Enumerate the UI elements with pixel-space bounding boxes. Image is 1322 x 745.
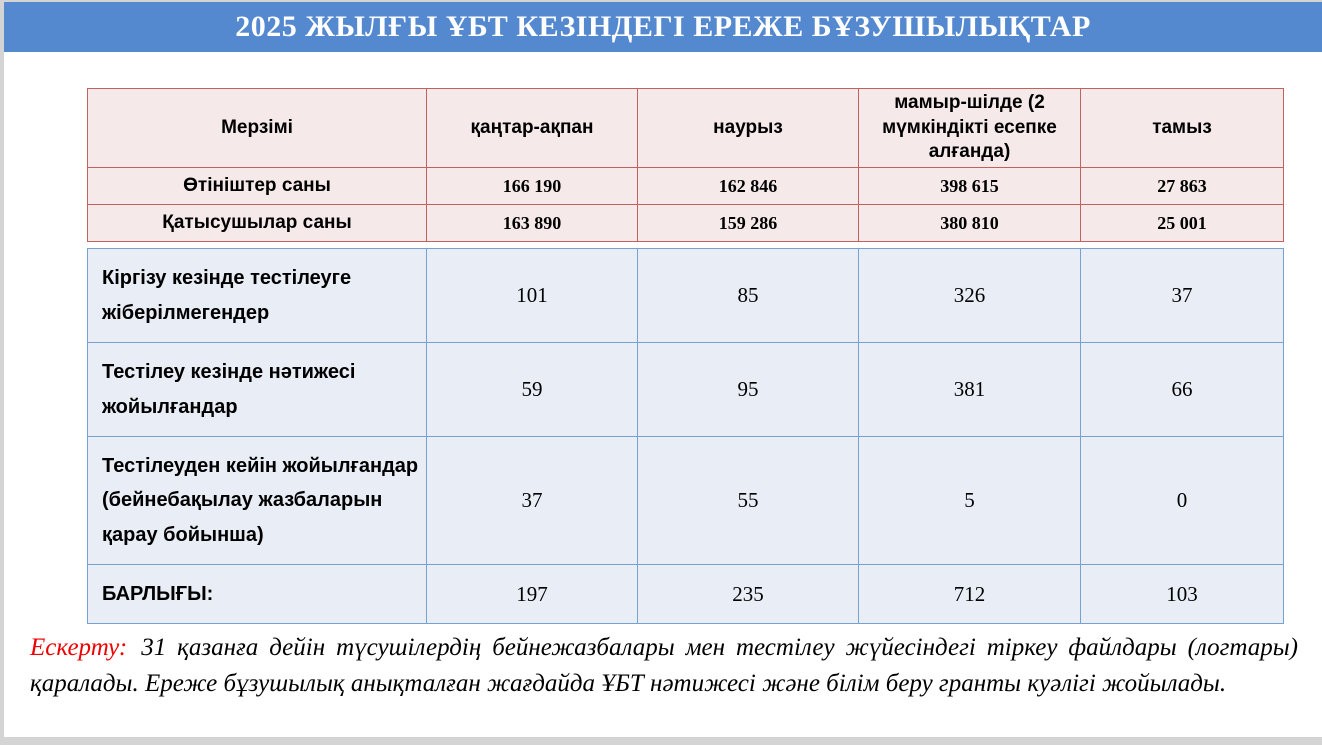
row-label: Тестілеу кезінде нәтижесі жойылғандар [87,342,427,437]
table-row-participants: Қатысушылар саны 163 890 159 286 380 810… [87,204,1284,243]
footnote: Ескерту: 31 қазанға дейін түсушілердің бе… [30,630,1298,701]
footnote-text: 31 қазанға дейін түсушілердің бейнежазба… [30,634,1298,697]
page-title: 2025 ЖЫЛҒЫ ҰБТ КЕЗІНДЕГІ ЕРЕЖЕ БҰЗУШЫЛЫҚ… [235,10,1091,43]
header-cell-jan-feb: қаңтар-ақпан [426,87,638,169]
slide-canvas: 2025 ЖЫЛҒЫ ҰБТ КЕЗІНДЕГІ ЕРЕЖЕ БҰЗУШЫЛЫҚ… [4,2,1322,737]
header-cell-march: наурыз [637,87,859,169]
value-cell: 166 190 [426,167,638,206]
value-cell: 101 [426,248,638,343]
row-label-total: БАРЛЫҒЫ: [87,564,427,624]
table-row-not-admitted: Кіргізу кезінде тестілеуге жіберілмегенд… [87,248,1284,343]
title-bar: 2025 ЖЫЛҒЫ ҰБТ КЕЗІНДЕГІ ЕРЕЖЕ БҰЗУШЫЛЫҚ… [4,2,1322,52]
value-cell: 55 [637,436,859,565]
header-cell-period: Мерзімі [87,87,427,169]
value-cell: 162 846 [637,167,859,206]
row-label: Кіргізу кезінде тестілеуге жіберілмегенд… [87,248,427,343]
header-cell-may-july: мамыр-шілде (2 мүмкіндікті есепке алғанд… [858,87,1081,169]
value-cell: 326 [858,248,1081,343]
row-label: Қатысушылар саны [87,204,427,243]
footnote-label: Ескерту: [30,634,128,661]
value-cell: 163 890 [426,204,638,243]
value-cell: 712 [858,564,1081,624]
table-row-annulled-after-test: Тестілеуден кейін жойылғандар (бейнебақы… [87,436,1284,565]
value-cell: 95 [637,342,859,437]
summary-header-row: Мерзімі қаңтар-ақпан наурыз мамыр-шілде … [87,87,1284,169]
table-row-applications: Өтініштер саны 166 190 162 846 398 615 2… [87,167,1284,206]
value-cell: 159 286 [637,204,859,243]
table-row-annulled-during-test: Тестілеу кезінде нәтижесі жойылғандар 59… [87,342,1284,437]
value-cell: 66 [1080,342,1284,437]
value-cell: 197 [426,564,638,624]
value-cell: 37 [1080,248,1284,343]
value-cell: 25 001 [1080,204,1284,243]
value-cell: 27 863 [1080,167,1284,206]
value-cell: 381 [858,342,1081,437]
table-row-total: БАРЛЫҒЫ: 197 235 712 103 [87,564,1284,624]
value-cell: 0 [1080,436,1284,565]
summary-table: Мерзімі қаңтар-ақпан наурыз мамыр-шілде … [87,87,1284,243]
violations-table: Кіргізу кезінде тестілеуге жіберілмегенд… [87,248,1284,624]
row-label: Тестілеуден кейін жойылғандар (бейнебақы… [87,436,427,565]
value-cell: 59 [426,342,638,437]
row-label: Өтініштер саны [87,167,427,206]
value-cell: 235 [637,564,859,624]
value-cell: 103 [1080,564,1284,624]
value-cell: 85 [637,248,859,343]
value-cell: 398 615 [858,167,1081,206]
value-cell: 5 [858,436,1081,565]
value-cell: 37 [426,436,638,565]
value-cell: 380 810 [858,204,1081,243]
header-cell-august: тамыз [1080,87,1284,169]
